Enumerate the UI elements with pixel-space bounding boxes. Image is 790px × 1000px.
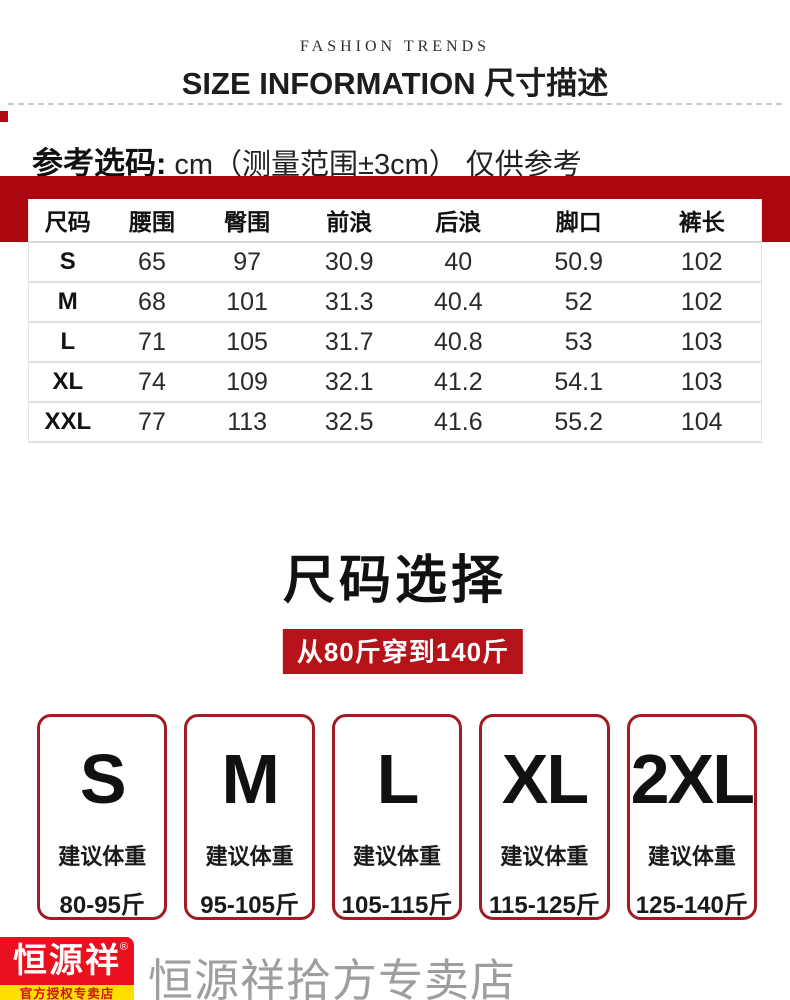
table-row: L 71 105 31.7 40.8 53 103 xyxy=(29,322,761,363)
measurement-cell: 41.6 xyxy=(401,402,516,443)
size-options-row: S 建议体重 80-95斤 M 建议体重 95-105斤 L 建议体重 105-115斤 XL 建议… xyxy=(37,714,758,920)
size-label-cell: L xyxy=(29,322,107,363)
table-row: XL 74 109 32.1 41.2 54.1 103 xyxy=(29,362,761,403)
measurement-cell: 105 xyxy=(197,322,297,363)
size-table-head: 尺码 腰围 臀围 前浪 后浪 脚口 裤长 xyxy=(29,199,761,243)
measurement-cell: 40 xyxy=(401,242,516,283)
size-table: 尺码 腰围 臀围 前浪 后浪 脚口 裤长 S 65 97 30.9 40 50.9 102 M 68 101 3… xyxy=(29,199,761,443)
size-option-range: 125-140斤 xyxy=(635,892,748,919)
size-label-cell: S xyxy=(29,242,107,283)
size-option-letter: L xyxy=(376,740,420,818)
measurement-cell: 52 xyxy=(515,282,643,323)
measure-note-label: 参考选码: xyxy=(32,146,167,181)
header-row: 尺码 腰围 臀围 前浪 后浪 脚口 裤长 xyxy=(29,199,761,243)
brand-logo-red: 恒源祥 ® xyxy=(0,937,134,985)
measurement-cell: 102 xyxy=(642,242,761,283)
table-row: S 65 97 30.9 40 50.9 102 xyxy=(29,242,761,283)
size-table-body: S 65 97 30.9 40 50.9 102 M 68 101 31.3 40.4 52 102 L 71… xyxy=(29,242,761,443)
measurement-cell: 113 xyxy=(197,402,297,443)
table-row: M 68 101 31.3 40.4 52 102 xyxy=(29,282,761,323)
column-header: 后浪 xyxy=(401,199,516,243)
size-option-letter: M xyxy=(221,740,279,818)
measurement-cell: 50.9 xyxy=(515,242,643,283)
column-header: 脚口 xyxy=(515,199,643,243)
size-option-range: 80-95斤 xyxy=(59,892,145,919)
measure-note: 参考选码: cm（测量范围±3cm） 仅供参考 xyxy=(32,138,582,183)
measurement-cell: 32.5 xyxy=(296,402,402,443)
size-option-range: 95-105斤 xyxy=(200,892,299,919)
measurement-cell: 74 xyxy=(106,362,198,403)
dashed-divider xyxy=(8,103,782,105)
measurement-cell: 102 xyxy=(642,282,761,323)
size-option-letter: 2XL xyxy=(630,740,754,818)
size-option-card: L 建议体重 105-115斤 xyxy=(331,714,463,920)
eyebrow-text: FASHION TRENDS xyxy=(299,38,491,55)
column-header: 臀围 xyxy=(197,199,297,243)
size-label-cell: XL xyxy=(29,362,107,403)
measurement-cell: 104 xyxy=(642,402,761,443)
size-option-card: XL 建议体重 115-125斤 xyxy=(479,714,610,920)
measurement-cell: 32.1 xyxy=(296,362,402,403)
measurement-cell: 71 xyxy=(106,322,198,363)
column-header: 尺码 xyxy=(29,199,107,243)
column-header: 腰围 xyxy=(106,199,198,243)
size-option-range: 115-125斤 xyxy=(489,892,600,919)
size-option-card: S 建议体重 80-95斤 xyxy=(37,714,168,920)
size-option-letter: S xyxy=(79,740,127,818)
measurement-cell: 97 xyxy=(197,242,297,283)
size-option-letter: XL xyxy=(501,740,589,818)
measurement-cell: 40.8 xyxy=(401,322,516,363)
measurement-cell: 31.7 xyxy=(296,322,402,363)
column-header: 裤长 xyxy=(642,199,761,243)
brand-logo-text: 恒源祥 xyxy=(13,942,121,980)
measurement-cell: 30.9 xyxy=(296,242,402,283)
size-option-hint: 建议体重 xyxy=(500,844,589,869)
measurement-cell: 55.2 xyxy=(515,402,643,443)
registered-trademark-icon: ® xyxy=(119,941,128,953)
size-label-cell: M xyxy=(29,282,107,323)
size-option-hint: 建议体重 xyxy=(353,844,442,869)
measurement-cell: 77 xyxy=(106,402,198,443)
measurement-cell: 109 xyxy=(197,362,297,403)
measurement-cell: 41.2 xyxy=(401,362,516,403)
measurement-cell: 101 xyxy=(197,282,297,323)
table-row: XXL 77 113 32.5 41.6 55.2 104 xyxy=(29,402,761,443)
measurement-cell: 65 xyxy=(106,242,198,283)
brand-logo: 恒源祥 ® 官方授权专卖店 xyxy=(0,937,134,1000)
store-name: 恒源祥拾方专卖店 xyxy=(148,956,517,1000)
weight-range-badge: 从80斤穿到140斤 xyxy=(282,629,524,674)
measurement-cell: 54.1 xyxy=(515,362,643,403)
size-option-range: 105-115斤 xyxy=(341,892,453,919)
size-option-hint: 建议体重 xyxy=(647,844,736,869)
size-select-title: 尺码选择 xyxy=(282,552,507,610)
page-title: SIZE INFORMATION 尺寸描述 xyxy=(181,66,609,101)
size-option-hint: 建议体重 xyxy=(58,844,147,869)
column-header: 前浪 xyxy=(296,199,402,243)
size-label-cell: XXL xyxy=(29,402,107,443)
red-accent-mark xyxy=(0,111,8,122)
measurement-cell: 40.4 xyxy=(401,282,516,323)
measurement-cell: 103 xyxy=(642,362,761,403)
measurement-cell: 31.3 xyxy=(296,282,402,323)
size-option-hint: 建议体重 xyxy=(205,844,294,869)
size-table-container: 尺码 腰围 臀围 前浪 后浪 脚口 裤长 S 65 97 30.9 40 50.9 102 M 68 101 3… xyxy=(28,199,762,443)
size-option-card: 2XL 建议体重 125-140斤 xyxy=(626,714,758,920)
measurement-cell: 103 xyxy=(642,322,761,363)
measurement-cell: 68 xyxy=(106,282,198,323)
measurement-cell: 53 xyxy=(515,322,643,363)
brand-logo-subtitle: 官方授权专卖店 xyxy=(0,985,134,1000)
size-option-card: M 建议体重 95-105斤 xyxy=(184,714,315,920)
measure-note-detail: cm（测量范围±3cm） 仅供参考 xyxy=(166,149,582,181)
